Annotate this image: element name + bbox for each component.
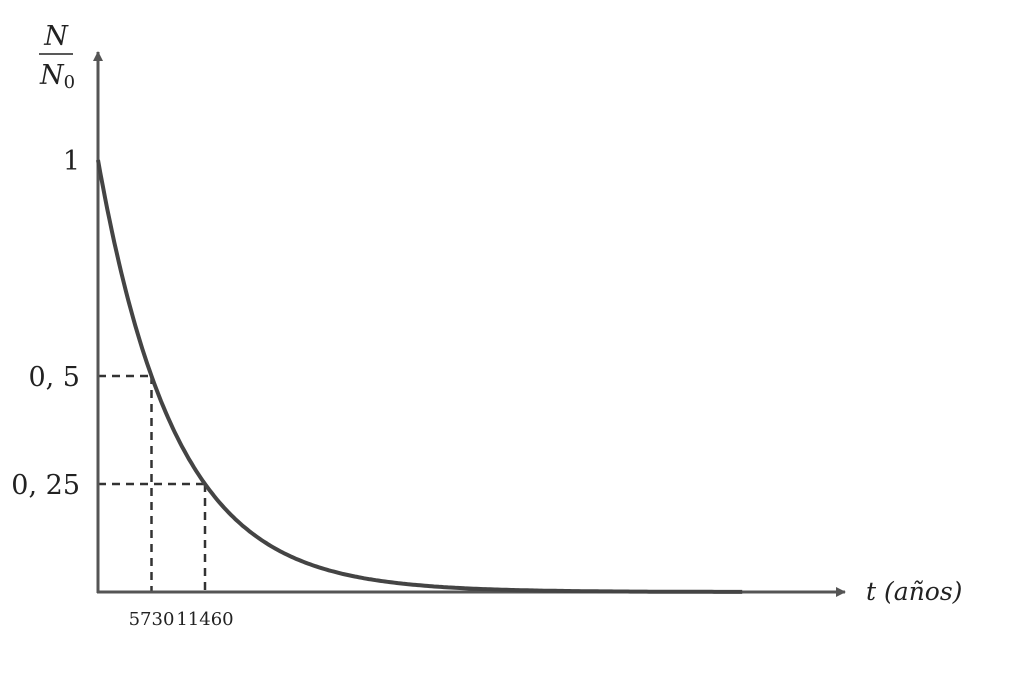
x-axis-label: t (años) (866, 577, 962, 606)
y-tick-label: 0, 25 (11, 470, 80, 501)
x-tick-label: 11460 (176, 609, 233, 630)
y-label-numerator: N (43, 21, 69, 52)
decay-curve (96, 159, 743, 594)
guide-lines (98, 374, 207, 592)
y-tick-label: 0, 5 (28, 362, 80, 393)
y-label-denominator: N0 (39, 60, 75, 93)
x-tick-label: 5730 (129, 609, 175, 630)
y-axis-label: N N0 (39, 21, 75, 93)
y-tick-label: 1 (63, 146, 80, 177)
